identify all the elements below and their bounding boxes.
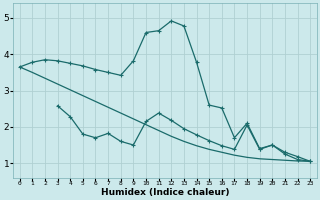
X-axis label: Humidex (Indice chaleur): Humidex (Indice chaleur) (101, 188, 229, 197)
